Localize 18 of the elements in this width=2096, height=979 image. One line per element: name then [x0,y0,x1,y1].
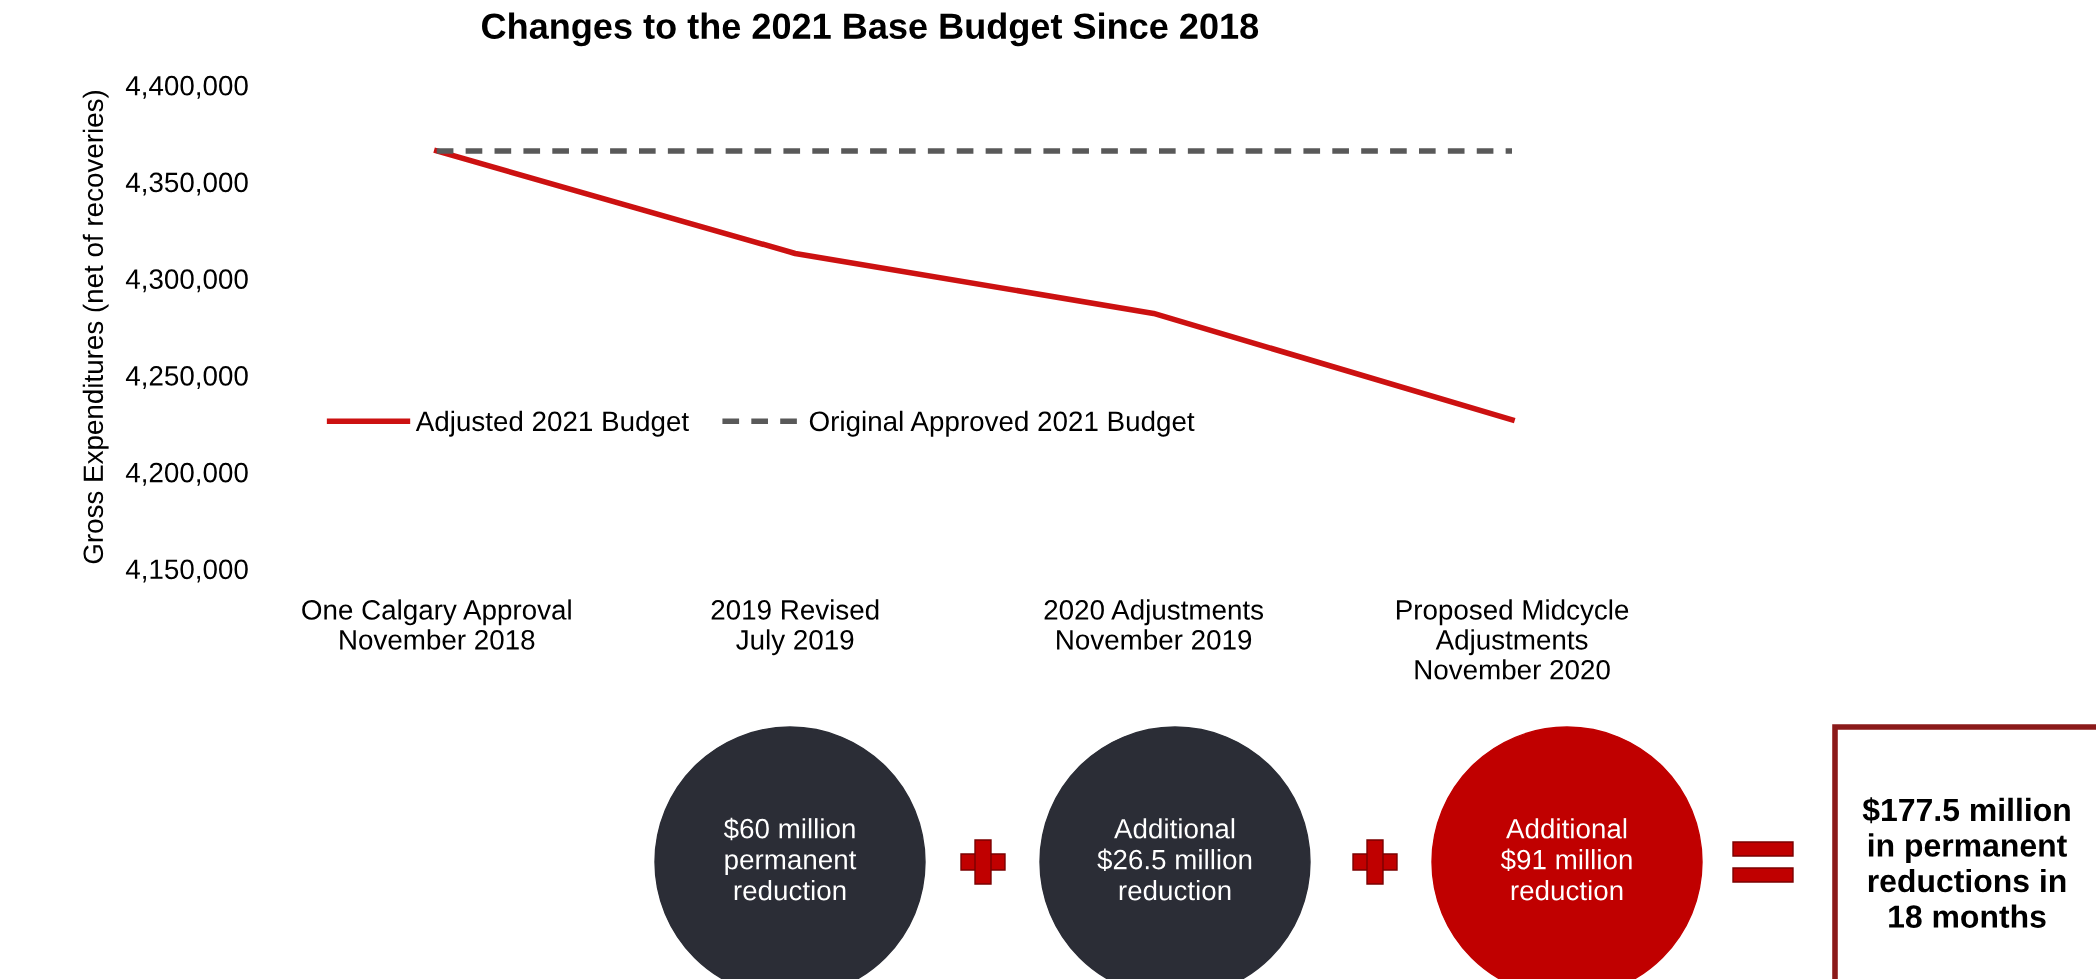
x-tick-label: One Calgary Approval November 2018 [302,599,571,650]
legend-label: Original Approved 2021 Budget [809,410,1195,437]
y-tick-label: 4,250,000 [125,366,248,389]
legend-label: Adjusted 2021 Budget [415,410,689,437]
y-tick-label: 4,150,000 [125,559,248,583]
text: $60 million permanent reduction [723,817,857,901]
y-tick-label: 4,400,000 [125,75,248,99]
text: $177.5 million in permanent reductions in 18 months [1862,797,2070,928]
x-tick-label: Proposed Midcycle Adjustments November 2020 [1396,599,1629,680]
chart-title: Changes to the 2021 Base Budget Since 2018 [482,12,1259,47]
y-tick-label: 4,200,000 [125,462,248,486]
text: Additional $91 million reduction [1500,818,1632,901]
y-tick-label: 4,300,000 [125,269,248,293]
x-tick-label: 2020 Adjustments November 2019 [1044,599,1264,650]
y-axis-title: Gross Expenditures (net of recoveries) [82,90,109,564]
y-tick-label: 4,350,000 [125,172,248,196]
text: Additional $26.5 million reduction [1097,818,1252,901]
x-tick-label: 2019 Revised July 2019 [711,599,879,656]
